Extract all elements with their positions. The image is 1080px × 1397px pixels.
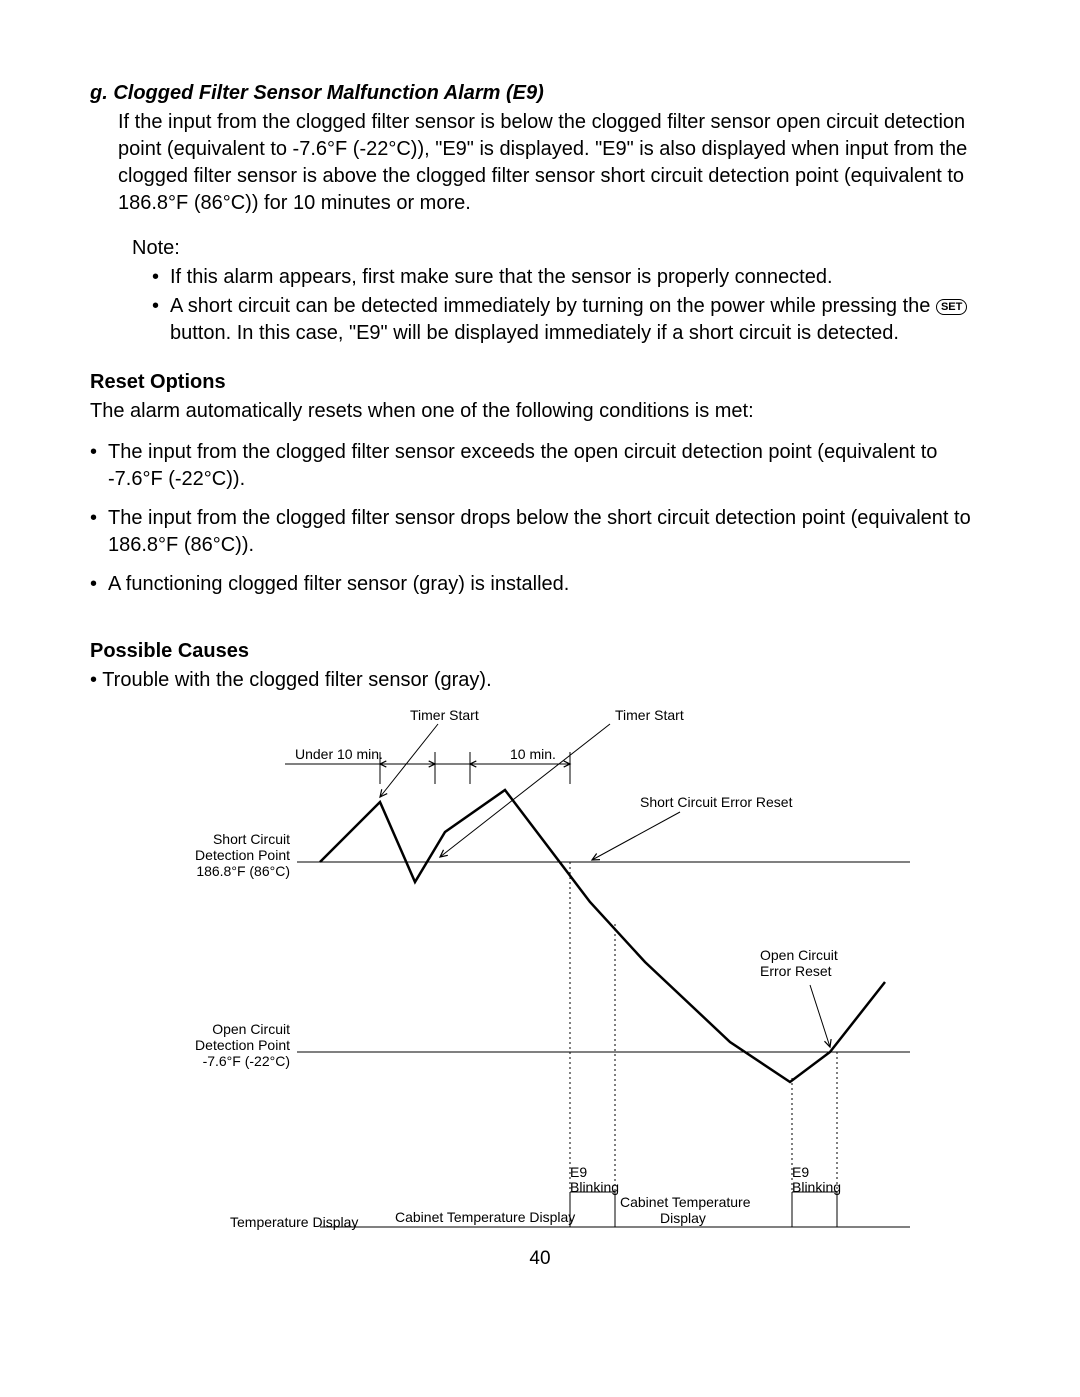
reset-b3: A functioning clogged filter sensor (gra… xyxy=(90,571,990,598)
timing-diagram-svg: Under 10 min. 10 min. Timer Start Timer Sta… xyxy=(170,702,910,1242)
svg-text:Detection Point: Detection Point xyxy=(195,847,290,863)
svg-text:Open Circuit: Open Circuit xyxy=(212,1021,290,1037)
reset-b1: The input from the clogged filter sensor… xyxy=(90,439,990,493)
causes-c1: • Trouble with the clogged filter sensor… xyxy=(90,667,990,694)
svg-text:Temperature Display: Temperature Display xyxy=(230,1214,358,1230)
causes-heading: Possible Causes xyxy=(90,638,990,665)
svg-text:10 min.: 10 min. xyxy=(510,746,556,762)
note-label: Note: xyxy=(132,235,990,262)
page-number: 40 xyxy=(90,1246,990,1272)
section-g-title: g. Clogged Filter Sensor Malfunction Ala… xyxy=(90,80,990,107)
note-item-2a: A short circuit can be detected immediat… xyxy=(170,295,936,317)
note-item-1: If this alarm appears, first make sure t… xyxy=(152,264,990,291)
reset-intro: The alarm automatically resets when one … xyxy=(90,398,990,425)
svg-text:Blinking: Blinking xyxy=(570,1179,619,1195)
svg-text:Blinking: Blinking xyxy=(792,1179,841,1195)
svg-text:186.8°F (86°C): 186.8°F (86°C) xyxy=(196,863,290,879)
note-list: If this alarm appears, first make sure t… xyxy=(152,264,990,347)
svg-text:Timer Start: Timer Start xyxy=(410,707,479,723)
svg-text:Display: Display xyxy=(660,1210,706,1226)
set-button-icon: SET xyxy=(936,299,967,315)
note-block: Note: If this alarm appears, first make … xyxy=(132,235,990,347)
reset-b2: The input from the clogged filter sensor… xyxy=(90,505,990,559)
timing-diagram: Under 10 min. 10 min. Timer Start Timer Sta… xyxy=(90,702,990,1242)
svg-text:Short Circuit Error Reset: Short Circuit Error Reset xyxy=(640,794,793,810)
svg-text:E9: E9 xyxy=(792,1164,809,1180)
note-item-2b: button. In this case, "E9" will be displ… xyxy=(170,322,899,344)
svg-text:-7.6°F (-22°C): -7.6°F (-22°C) xyxy=(203,1053,290,1069)
svg-text:Timer Start: Timer Start xyxy=(615,707,684,723)
svg-text:Cabinet Temperature: Cabinet Temperature xyxy=(620,1194,751,1210)
svg-text:E9: E9 xyxy=(570,1164,587,1180)
svg-text:Under 10 min.: Under 10 min. xyxy=(295,746,383,762)
reset-heading: Reset Options xyxy=(90,369,990,396)
svg-text:Error Reset: Error Reset xyxy=(760,963,832,979)
svg-text:Short Circuit: Short Circuit xyxy=(213,831,290,847)
section-g-body: If the input from the clogged filter sen… xyxy=(118,109,990,217)
svg-text:Detection Point: Detection Point xyxy=(195,1037,290,1053)
note-item-2: A short circuit can be detected immediat… xyxy=(152,293,990,347)
svg-text:Cabinet Temperature Display: Cabinet Temperature Display xyxy=(395,1209,575,1225)
svg-text:Open Circuit: Open Circuit xyxy=(760,947,838,963)
reset-bullets: The input from the clogged filter sensor… xyxy=(90,439,990,598)
